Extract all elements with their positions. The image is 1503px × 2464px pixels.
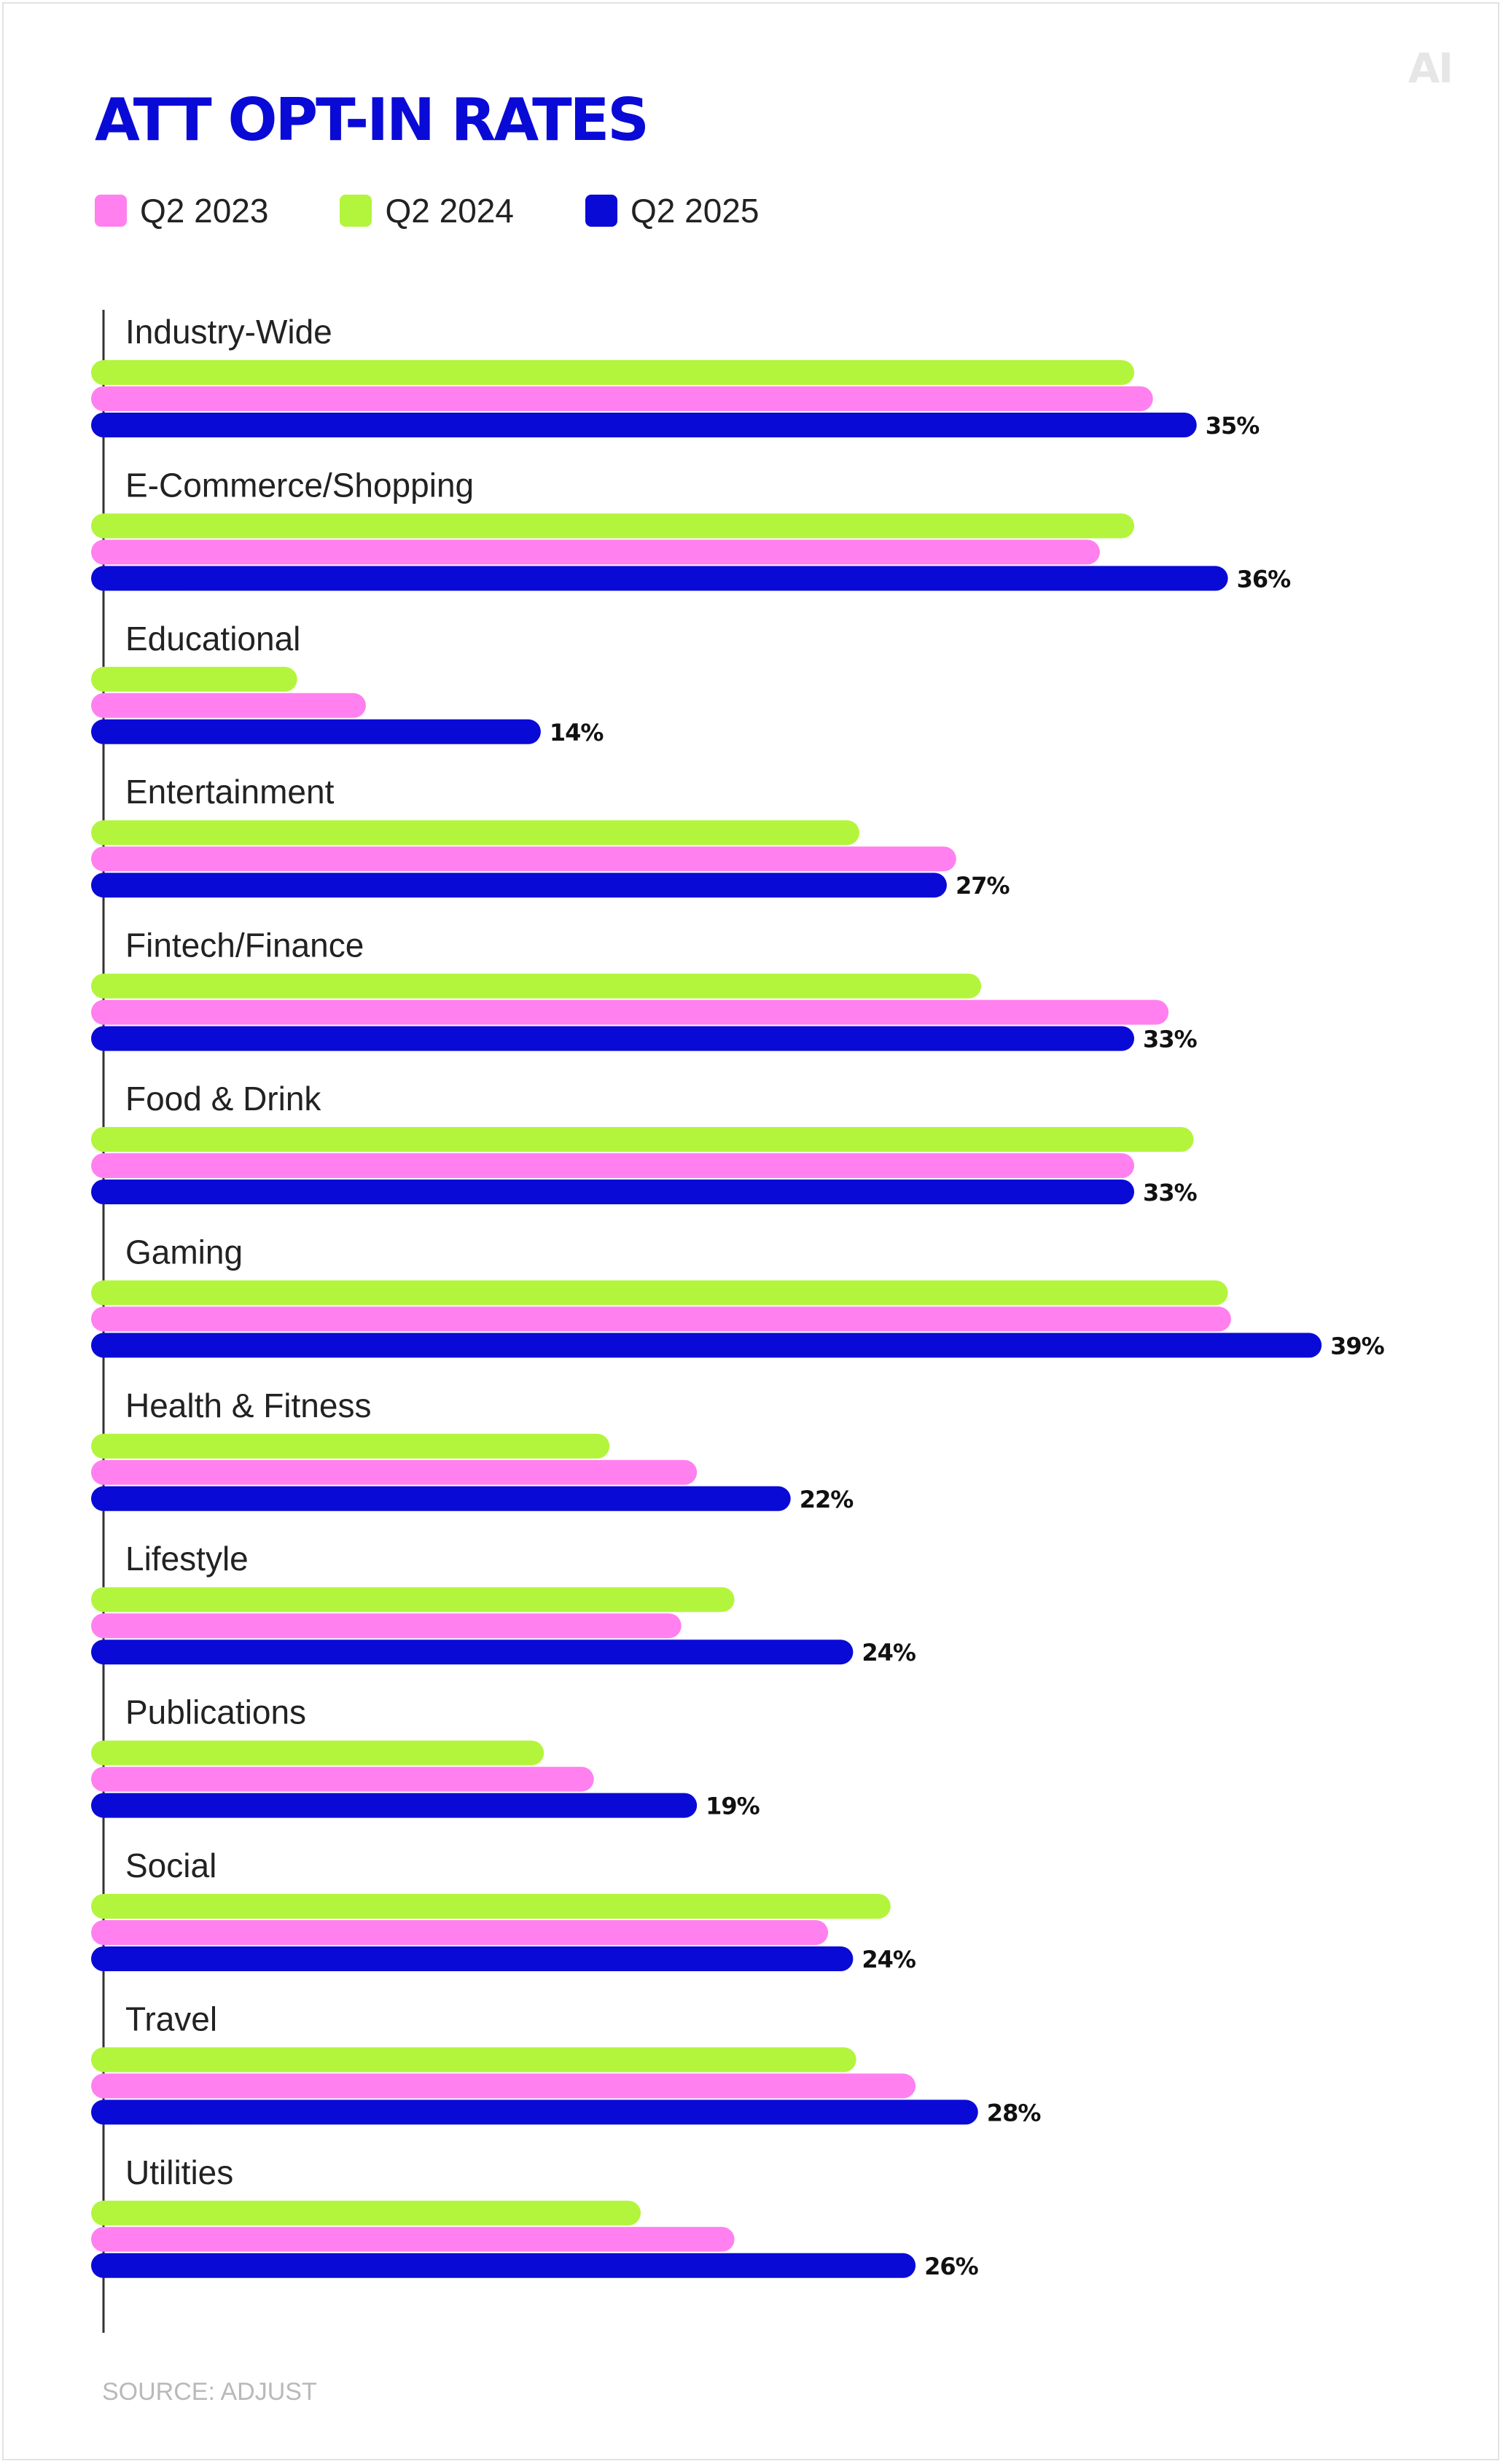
category-label-gaming: Gaming: [125, 1233, 243, 1271]
bar-fintech-finance-q2-2025: [91, 1026, 1135, 1051]
legend-item-q2-2025: Q2 2025: [585, 191, 759, 230]
chart-legend: Q2 2023 Q2 2024 Q2 2025: [95, 191, 830, 230]
bar-health-fitness-q2-2024: [91, 1433, 610, 1459]
source-note: SOURCE: ADJUST: [102, 2378, 317, 2406]
category-label-educational: Educational: [125, 620, 300, 658]
category-label-publications: Publications: [125, 1693, 306, 1731]
bar-educational-q2-2024: [91, 666, 297, 692]
value-label-e-commerce-shopping: 36%: [1237, 565, 1292, 593]
bar-publications-q2-2025: [91, 1793, 698, 1818]
category-label-e-commerce-shopping: E-Commerce/Shopping: [125, 466, 474, 504]
bar-social-q2-2023: [91, 1920, 829, 1945]
category-label-utilities: Utilities: [125, 2153, 233, 2191]
bar-utilities-q2-2024: [91, 2200, 641, 2226]
category-label-entertainment: Entertainment: [125, 773, 335, 811]
bar-industry-wide-q2-2024: [91, 360, 1135, 385]
value-label-industry-wide: 35%: [1206, 412, 1260, 440]
bar-health-fitness-q2-2023: [91, 1459, 698, 1485]
bar-e-commerce-shopping-q2-2023: [91, 539, 1100, 565]
bar-educational-q2-2023: [91, 693, 366, 718]
bar-utilities-q2-2023: [91, 2226, 735, 2252]
value-label-travel: 28%: [987, 2099, 1042, 2126]
bar-travel-q2-2023: [91, 2073, 916, 2099]
bar-health-fitness-q2-2025: [91, 1486, 791, 1511]
value-label-food-drink: 33%: [1143, 1179, 1198, 1206]
value-label-educational: 14%: [550, 719, 604, 746]
bar-fintech-finance-q2-2023: [91, 999, 1169, 1025]
bar-industry-wide-q2-2023: [91, 386, 1153, 411]
legend-label-q2-2024: Q2 2024: [385, 192, 514, 230]
chart-title: ATT OPT-IN RATES: [95, 86, 649, 154]
legend-swatch-q2-2025: [585, 195, 617, 227]
legend-swatch-q2-2024: [340, 195, 372, 227]
category-label-fintech-finance: Fintech/Finance: [125, 927, 364, 964]
bar-lifestyle-q2-2023: [91, 1613, 682, 1639]
value-label-publications: 19%: [706, 1793, 760, 1820]
bar-entertainment-q2-2024: [91, 820, 859, 846]
bar-industry-wide-q2-2025: [91, 413, 1197, 437]
value-label-gaming: 39%: [1330, 1332, 1385, 1360]
value-label-entertainment: 27%: [956, 872, 1010, 900]
legend-item-q2-2023: Q2 2023: [95, 191, 268, 230]
value-label-fintech-finance: 33%: [1143, 1026, 1198, 1053]
brand-logo: AI: [1408, 45, 1453, 93]
bar-fintech-finance-q2-2024: [91, 973, 982, 999]
bar-travel-q2-2025: [91, 2100, 978, 2125]
bar-social-q2-2025: [91, 1946, 854, 1971]
bar-gaming-q2-2025: [91, 1333, 1322, 1358]
bar-educational-q2-2025: [91, 719, 541, 744]
legend-swatch-q2-2023: [95, 195, 127, 227]
bar-entertainment-q2-2025: [91, 873, 947, 898]
legend-item-q2-2024: Q2 2024: [340, 191, 514, 230]
value-label-health-fitness: 22%: [800, 1486, 854, 1513]
bar-lifestyle-q2-2025: [91, 1640, 854, 1665]
category-label-industry-wide: Industry-Wide: [125, 313, 332, 351]
bar-food-drink-q2-2024: [91, 1127, 1194, 1152]
bar-food-drink-q2-2023: [91, 1153, 1135, 1178]
bar-gaming-q2-2024: [91, 1280, 1228, 1306]
bar-publications-q2-2023: [91, 1766, 594, 1792]
category-label-food-drink: Food & Drink: [125, 1080, 321, 1118]
bar-entertainment-q2-2023: [91, 846, 956, 872]
category-label-health-fitness: Health & Fitness: [125, 1387, 371, 1424]
category-label-lifestyle: Lifestyle: [125, 1540, 249, 1578]
value-label-social: 24%: [862, 1946, 916, 1973]
bar-lifestyle-q2-2024: [91, 1587, 735, 1613]
legend-label-q2-2023: Q2 2023: [140, 192, 269, 230]
bar-travel-q2-2024: [91, 2047, 856, 2073]
bar-gaming-q2-2023: [91, 1306, 1231, 1332]
bar-social-q2-2024: [91, 1894, 891, 1919]
bar-utilities-q2-2025: [91, 2253, 916, 2278]
bar-food-drink-q2-2025: [91, 1180, 1135, 1204]
bar-e-commerce-shopping-q2-2025: [91, 566, 1228, 591]
bar-e-commerce-shopping-q2-2024: [91, 513, 1135, 539]
value-label-utilities: 26%: [924, 2253, 979, 2280]
category-label-travel: Travel: [125, 2000, 217, 2038]
legend-label-q2-2025: Q2 2025: [630, 192, 760, 230]
category-label-social: Social: [125, 1847, 216, 1884]
value-label-lifestyle: 24%: [862, 1639, 916, 1666]
bar-publications-q2-2024: [91, 1740, 544, 1766]
